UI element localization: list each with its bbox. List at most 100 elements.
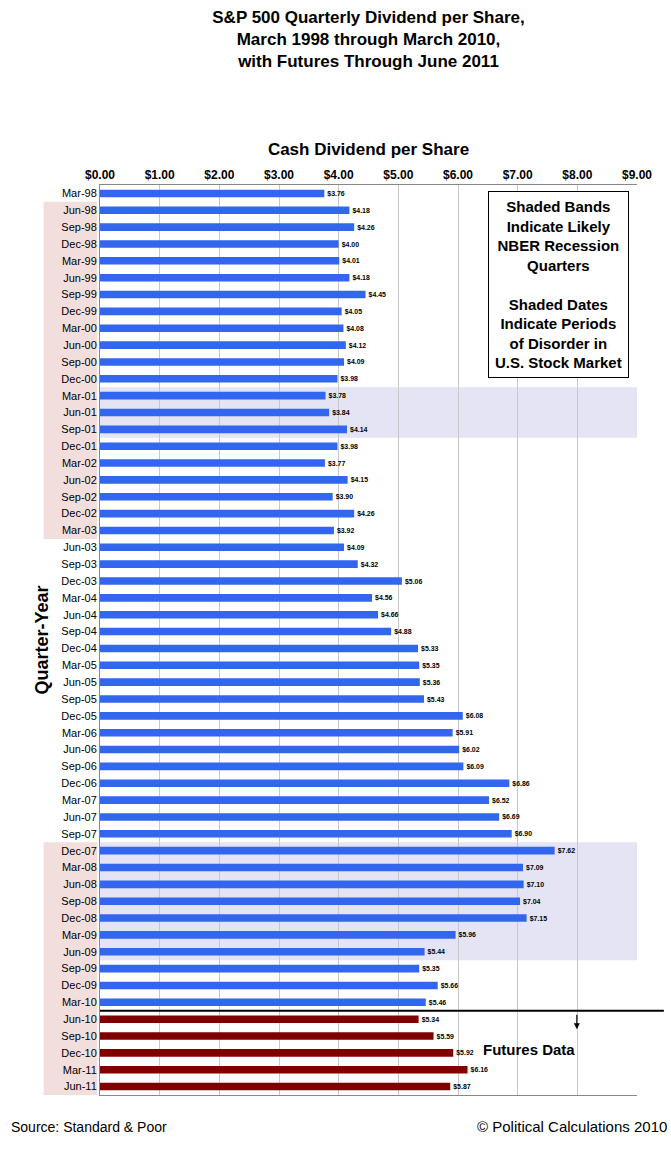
- svg-text:$3.92: $3.92: [337, 527, 355, 535]
- svg-text:Dec-03: Dec-03: [61, 575, 96, 587]
- svg-text:$0.00: $0.00: [85, 168, 115, 182]
- svg-text:Sep-06: Sep-06: [61, 760, 96, 772]
- svg-text:$5.87: $5.87: [453, 1083, 471, 1091]
- svg-text:Dec-04: Dec-04: [61, 642, 96, 654]
- svg-text:$9.00: $9.00: [622, 168, 652, 182]
- svg-text:Dec-09: Dec-09: [61, 979, 96, 991]
- svg-text:Mar-11: Mar-11: [63, 1064, 97, 1076]
- svg-text:$5.44: $5.44: [428, 948, 446, 956]
- svg-text:$7.09: $7.09: [526, 864, 544, 872]
- svg-text:$6.52: $6.52: [492, 797, 510, 805]
- svg-text:$6.02: $6.02: [462, 746, 480, 754]
- svg-text:Dec-99: Dec-99: [61, 305, 96, 317]
- svg-text:Jun-99: Jun-99: [63, 272, 97, 284]
- svg-text:$1.00: $1.00: [145, 168, 175, 182]
- svg-text:Dec-01: Dec-01: [61, 440, 96, 452]
- svg-text:Sep-03: Sep-03: [61, 558, 96, 570]
- svg-text:$5.43: $5.43: [427, 696, 445, 704]
- svg-text:Sep-10: Sep-10: [61, 1030, 96, 1042]
- svg-text:Jun-05: Jun-05: [63, 676, 97, 688]
- svg-text:Jun-01: Jun-01: [63, 406, 97, 418]
- svg-text:$5.92: $5.92: [456, 1049, 474, 1057]
- svg-text:$4.09: $4.09: [347, 358, 365, 366]
- svg-text:$4.14: $4.14: [350, 426, 368, 434]
- svg-text:$4.00: $4.00: [342, 241, 360, 249]
- svg-text:Futures Data: Futures Data: [483, 1041, 575, 1058]
- svg-text:Mar-09: Mar-09: [62, 929, 97, 941]
- svg-text:$2.00: $2.00: [204, 168, 234, 182]
- svg-text:$6.09: $6.09: [466, 763, 484, 771]
- svg-text:Mar-02: Mar-02: [62, 457, 97, 469]
- svg-text:$7.15: $7.15: [530, 915, 548, 923]
- svg-text:Mar-98: Mar-98: [62, 187, 97, 199]
- svg-text:Mar-01: Mar-01: [62, 390, 97, 402]
- svg-text:Dec-08: Dec-08: [61, 912, 96, 924]
- svg-text:$5.66: $5.66: [441, 982, 459, 990]
- svg-text:Sep-99: Sep-99: [61, 288, 96, 300]
- svg-text:Dec-06: Dec-06: [61, 777, 96, 789]
- svg-text:$6.69: $6.69: [502, 813, 520, 821]
- svg-text:Dec-10: Dec-10: [61, 1047, 96, 1059]
- svg-text:$7.04: $7.04: [523, 898, 541, 906]
- svg-text:$5.35: $5.35: [422, 662, 440, 670]
- svg-text:Mar-99: Mar-99: [62, 255, 97, 267]
- svg-text:$5.59: $5.59: [437, 1033, 455, 1041]
- svg-text:$4.56: $4.56: [375, 594, 393, 602]
- svg-text:$6.86: $6.86: [512, 780, 530, 788]
- svg-text:$4.26: $4.26: [357, 224, 375, 232]
- svg-text:$5.06: $5.06: [405, 578, 423, 586]
- svg-text:Sep-04: Sep-04: [61, 625, 96, 637]
- svg-text:Sep-05: Sep-05: [61, 693, 96, 705]
- svg-text:$4.88: $4.88: [394, 628, 412, 636]
- svg-text:$4.66: $4.66: [381, 611, 399, 619]
- svg-text:Shaded BandsIndicate LikelyNBE: Shaded BandsIndicate LikelyNBER Recessio…: [495, 198, 622, 371]
- svg-text:Mar-07: Mar-07: [62, 794, 97, 806]
- svg-text:$4.26: $4.26: [357, 510, 375, 518]
- svg-text:Dec-00: Dec-00: [61, 373, 96, 385]
- svg-text:$4.45: $4.45: [369, 291, 387, 299]
- svg-text:$6.90: $6.90: [515, 830, 533, 838]
- svg-text:Dec-05: Dec-05: [61, 710, 96, 722]
- svg-text:$4.00: $4.00: [324, 168, 354, 182]
- svg-text:$5.91: $5.91: [456, 729, 474, 737]
- svg-text:$7.10: $7.10: [527, 881, 545, 889]
- svg-text:$4.01: $4.01: [342, 257, 360, 265]
- svg-text:Source: Standard & Poor: Source: Standard & Poor: [11, 1119, 167, 1135]
- svg-text:Sep-09: Sep-09: [61, 962, 96, 974]
- svg-text:Mar-04: Mar-04: [62, 592, 97, 604]
- svg-text:$3.00: $3.00: [264, 168, 294, 182]
- svg-text:Jun-10: Jun-10: [63, 1013, 97, 1025]
- svg-text:Jun-03: Jun-03: [63, 541, 97, 553]
- svg-text:$4.08: $4.08: [346, 325, 364, 333]
- svg-text:$4.32: $4.32: [361, 561, 379, 569]
- svg-text:$3.84: $3.84: [332, 409, 350, 417]
- svg-text:$3.77: $3.77: [328, 460, 346, 468]
- svg-text:Jun-04: Jun-04: [63, 609, 97, 621]
- svg-text:Dec-07: Dec-07: [61, 845, 96, 857]
- svg-text:Sep-01: Sep-01: [61, 423, 96, 435]
- svg-text:S&P 500 Quarterly Dividend per: S&P 500 Quarterly Dividend per Share,Mar…: [212, 8, 524, 71]
- svg-text:Jun-98: Jun-98: [63, 204, 97, 216]
- svg-text:$4.18: $4.18: [352, 274, 370, 282]
- svg-text:$3.98: $3.98: [340, 443, 358, 451]
- svg-text:Cash Dividend per Share: Cash Dividend per Share: [268, 140, 469, 159]
- svg-text:Sep-07: Sep-07: [61, 828, 96, 840]
- svg-text:$6.00: $6.00: [443, 168, 473, 182]
- svg-text:Jun-00: Jun-00: [63, 339, 97, 351]
- svg-text:$4.09: $4.09: [347, 544, 365, 552]
- svg-text:Sep-00: Sep-00: [61, 356, 96, 368]
- svg-text:© Political Calculations 2010: © Political Calculations 2010: [477, 1118, 667, 1135]
- svg-text:$4.15: $4.15: [351, 476, 369, 484]
- svg-text:$6.16: $6.16: [471, 1066, 489, 1074]
- svg-text:Jun-08: Jun-08: [63, 878, 97, 890]
- svg-text:$3.90: $3.90: [336, 493, 354, 501]
- svg-text:$5.46: $5.46: [429, 999, 447, 1007]
- svg-text:Sep-98: Sep-98: [61, 221, 96, 233]
- svg-text:Mar-05: Mar-05: [62, 659, 97, 671]
- svg-text:Quarter-Year: Quarter-Year: [32, 585, 52, 694]
- svg-text:Jun-02: Jun-02: [63, 474, 97, 486]
- svg-text:$4.12: $4.12: [349, 342, 367, 350]
- svg-text:$7.00: $7.00: [503, 168, 533, 182]
- svg-text:$5.33: $5.33: [421, 645, 439, 653]
- svg-text:Dec-02: Dec-02: [61, 507, 96, 519]
